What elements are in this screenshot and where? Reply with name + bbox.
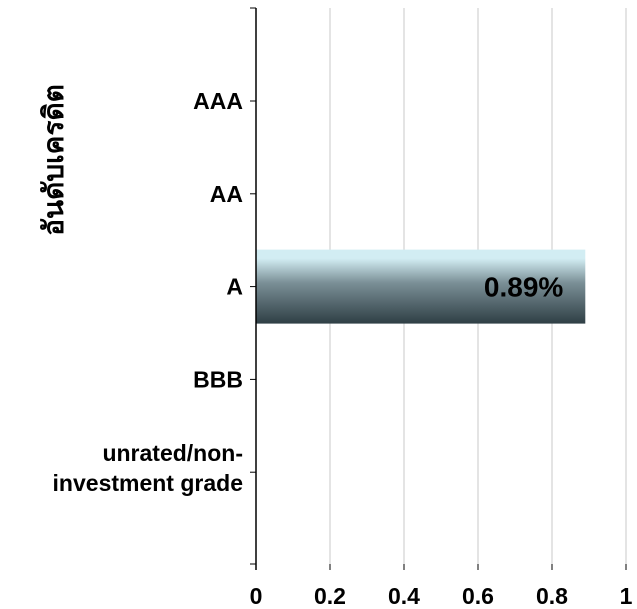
bar-a xyxy=(256,249,586,324)
x-tick-label: 0.4 xyxy=(388,583,420,609)
bars xyxy=(256,249,586,324)
y-tick-label: AA xyxy=(210,181,243,207)
labels: 0 0.2 0.4 0.6 0.8 1AAAAA0.89%ABBBunrated/non-… xyxy=(53,88,633,609)
y-axis-title: อันดับเครดิต xyxy=(37,84,70,236)
y-tick-label: investment grade xyxy=(53,470,243,496)
y-tick-label: A xyxy=(226,274,243,300)
y-tick-label: AAA xyxy=(193,88,243,114)
y-tick-label: unrated/non- xyxy=(102,440,243,466)
x-tick-label: 0 xyxy=(250,583,263,609)
x-tick-label: 0.6 xyxy=(462,583,494,609)
x-tick-label: 0.8 xyxy=(536,583,568,609)
data-label: 0.89% xyxy=(484,272,563,303)
x-tick-label: 1 xyxy=(620,583,633,609)
axes xyxy=(250,7,627,570)
x-tick-label: 0.2 xyxy=(314,583,346,609)
y-tick-label: BBB xyxy=(193,366,243,392)
